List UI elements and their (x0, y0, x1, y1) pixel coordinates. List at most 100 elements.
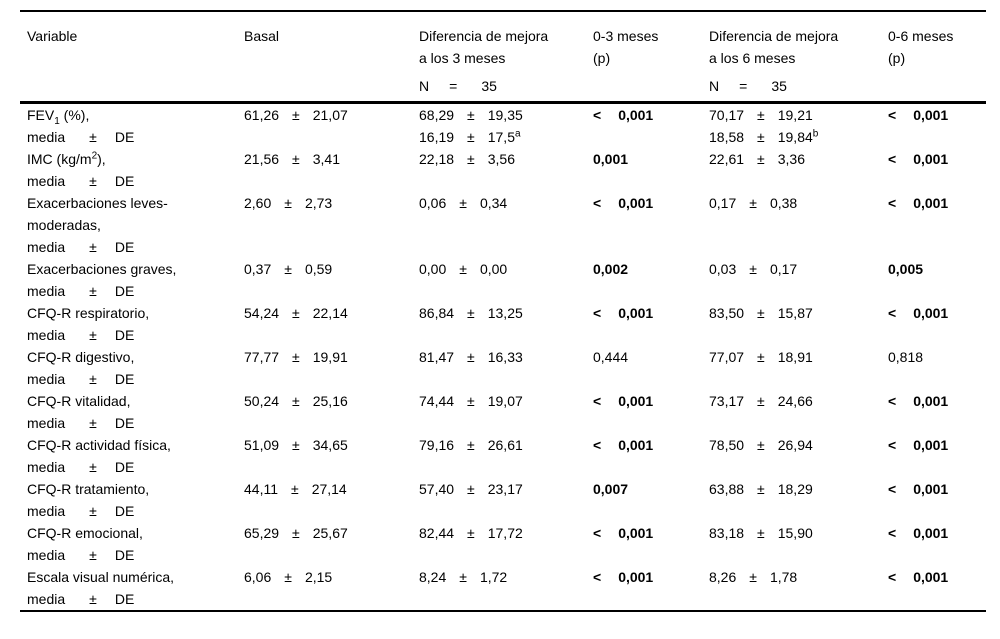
header-label: Basal (244, 28, 280, 44)
diff-3m-cell: 82,44 ±17,72 (412, 522, 586, 566)
basal-cell: 6,06 ±2,15 (237, 566, 412, 611)
stat-line: 8,24 ±1,72 (419, 566, 586, 588)
sublabel-de: DE (114, 371, 135, 387)
variable-cell: CFQ-R actividad física, media ± DE (20, 434, 237, 478)
diff-6m-cell: 78,50 ±26,94 (702, 434, 881, 478)
mean-value: 82,44 (419, 525, 455, 541)
variable-name: IMC (kg/m2), (27, 150, 106, 167)
p-number: 0,001 (913, 151, 949, 167)
header-label: 0-3 meses (593, 28, 659, 44)
basal-cell: 44,11 ±27,14 (237, 478, 412, 522)
table-row: CFQ-R emocional, media ± DE 65,29 ±25,67 82,44… (20, 522, 986, 566)
variable-name: Exacerbaciones graves, (27, 261, 177, 277)
plus-minus-sign: ± (467, 437, 475, 453)
stat-line: 2,60 ±2,73 (244, 192, 412, 214)
mean-value: 44,11 (244, 481, 278, 497)
p-value: <0,001 (888, 478, 986, 500)
mean-value: 83,50 (709, 305, 745, 321)
stat-line: 82,44 ±17,72 (419, 522, 586, 544)
sd-value: 25,67 (312, 525, 348, 541)
plus-minus-sign: ± (89, 239, 97, 255)
sublabel-media: media (27, 415, 66, 431)
plus-minus-sign: ± (467, 481, 475, 497)
variable-name: Exacerbaciones leves- (27, 195, 168, 211)
variable-cell: Exacerbaciones graves, media ± DE (20, 258, 237, 302)
sample-size: N = 35 (419, 75, 586, 97)
plus-minus-sign: ± (757, 481, 765, 497)
col-header-diff-6m: Diferencia de mejora a los 6 meses N = 35 (702, 11, 881, 104)
p-0-3m-cell: <0,001 (586, 390, 702, 434)
p-number: 0,001 (913, 393, 949, 409)
plus-minus-sign: ± (757, 129, 765, 145)
diff-3m-cell: 0,00 ±0,00 (412, 258, 586, 302)
sd-value: 0,38 (769, 195, 798, 211)
variable-name: CFQ-R emocional, (27, 525, 143, 541)
mean-value: 0,03 (709, 261, 737, 277)
plus-minus-sign: ± (459, 569, 467, 585)
plus-minus-sign: ± (89, 327, 97, 343)
p-0-6m-cell: <0,001 (881, 478, 986, 522)
stat-line: 86,84 ±13,25 (419, 302, 586, 324)
plus-minus-sign: ± (459, 195, 467, 211)
sd-value: 13,25 (487, 305, 523, 321)
less-than-sign: < (888, 569, 897, 585)
table-row: FEV1 (%), media ± DE 61,26 ±21,07 68,29 ±19,35 1… (20, 103, 986, 149)
row-sublabel: media ± DE (27, 170, 237, 192)
diff-3m-cell: 79,16 ±26,61 (412, 434, 586, 478)
sd-value: 1,72 (479, 569, 508, 585)
stat-line: 57,40 ±23,17 (419, 478, 586, 500)
p-number: 0,001 (913, 569, 949, 585)
sd-value: 17,72 (487, 525, 523, 541)
p-number: 0,001 (913, 525, 949, 541)
variable-cell: CFQ-R digestivo, media ± DE (20, 346, 237, 390)
p-0-3m-cell: 0,001 (586, 148, 702, 192)
p-0-3m-cell: <0,001 (586, 192, 702, 258)
sublabel-media: media (27, 371, 66, 387)
sublabel-de: DE (114, 129, 135, 145)
diff-6m-cell: 70,17 ±19,21 18,58 ±19,84b (702, 103, 881, 149)
less-than-sign: < (593, 195, 602, 211)
table-row: Escala visual numérica, media ± DE 6,06 ±2,15… (20, 566, 986, 611)
sublabel-media: media (27, 547, 66, 563)
p-number: 0,001 (913, 305, 949, 321)
basal-cell: 2,60 ±2,73 (237, 192, 412, 258)
stat-line: 18,58 ±19,84b (709, 126, 881, 148)
p-number: 0,001 (618, 393, 654, 409)
n-label: N (709, 78, 720, 94)
basal-cell: 0,37 ±0,59 (237, 258, 412, 302)
plus-minus-sign: ± (89, 129, 97, 145)
sd-value: 25,16 (312, 393, 348, 409)
p-value: <0,001 (888, 192, 986, 214)
plus-minus-sign: ± (757, 437, 765, 453)
plus-minus-sign: ± (292, 349, 300, 365)
mean-value: 73,17 (709, 393, 745, 409)
sublabel-media: media (27, 239, 66, 255)
p-value: <0,001 (888, 434, 986, 456)
row-sublabel: media ± DE (27, 280, 237, 302)
p-0-3m-cell: 0,444 (586, 346, 702, 390)
sd-value: 26,94 (777, 437, 813, 453)
stat-line: 70,17 ±19,21 (709, 104, 881, 126)
table-row: CFQ-R vitalidad, media ± DE 50,24 ±25,16 74,44… (20, 390, 986, 434)
diff-6m-cell: 0,03 ±0,17 (702, 258, 881, 302)
mean-value: 8,26 (709, 569, 737, 585)
stat-line: 79,16 ±26,61 (419, 434, 586, 456)
diff-3m-cell: 81,47 ±16,33 (412, 346, 586, 390)
diff-6m-cell: 83,50 ±15,87 (702, 302, 881, 346)
p-0-3m-cell: 0,002 (586, 258, 702, 302)
basal-cell: 77,77 ±19,91 (237, 346, 412, 390)
variable-cell: CFQ-R emocional, media ± DE (20, 522, 237, 566)
variable-cell: IMC (kg/m2), media ± DE (20, 148, 237, 192)
plus-minus-sign: ± (291, 481, 299, 497)
diff-3m-cell: 74,44 ±19,07 (412, 390, 586, 434)
sublabel-de: DE (114, 283, 135, 299)
stat-line: 44,11 ±27,14 (244, 478, 412, 500)
table-row: CFQ-R digestivo, media ± DE 77,77 ±19,91 81,47… (20, 346, 986, 390)
basal-cell: 65,29 ±25,67 (237, 522, 412, 566)
diff-6m-cell: 63,88 ±18,29 (702, 478, 881, 522)
diff-6m-cell: 0,17 ±0,38 (702, 192, 881, 258)
plus-minus-sign: ± (89, 283, 97, 299)
stat-line: 22,18 ±3,56 (419, 148, 586, 170)
row-sublabel: media ± DE (27, 126, 237, 148)
plus-minus-sign: ± (284, 261, 292, 277)
